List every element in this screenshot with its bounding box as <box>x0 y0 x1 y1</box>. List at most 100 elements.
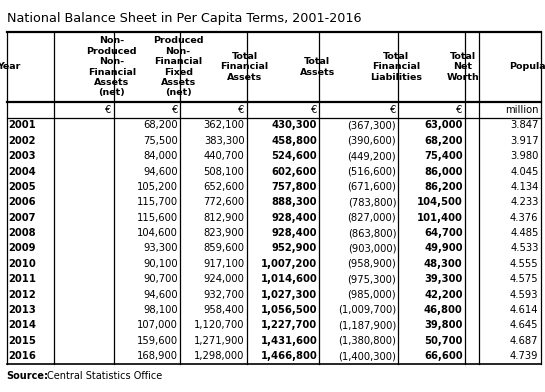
Text: 823,900: 823,900 <box>204 228 245 238</box>
Text: 4.593: 4.593 <box>510 290 538 299</box>
Text: 66,600: 66,600 <box>424 351 463 361</box>
Text: 90,700: 90,700 <box>143 274 178 284</box>
Text: 2002: 2002 <box>9 136 36 146</box>
Text: €: € <box>105 105 112 115</box>
Text: Population: Population <box>510 62 545 71</box>
Text: (827,000): (827,000) <box>348 213 396 223</box>
Text: 2008: 2008 <box>9 228 37 238</box>
Text: 1,027,300: 1,027,300 <box>261 290 317 299</box>
Text: 757,800: 757,800 <box>272 182 317 192</box>
Text: 107,000: 107,000 <box>137 320 178 330</box>
Text: Central Statistics Office: Central Statistics Office <box>47 371 162 381</box>
Text: Total
Financial
Liabilities: Total Financial Liabilities <box>370 52 422 82</box>
Text: 602,600: 602,600 <box>272 167 317 176</box>
Text: 652,600: 652,600 <box>203 182 245 192</box>
Text: 2001: 2001 <box>9 120 37 131</box>
Text: 440,700: 440,700 <box>204 151 245 161</box>
Text: (1,380,800): (1,380,800) <box>338 336 396 346</box>
Text: (863,800): (863,800) <box>348 228 396 238</box>
Text: 4.533: 4.533 <box>510 243 538 254</box>
Text: 86,000: 86,000 <box>424 167 463 176</box>
Text: 2012: 2012 <box>9 290 37 299</box>
Text: 2004: 2004 <box>9 167 37 176</box>
Text: 98,100: 98,100 <box>143 305 178 315</box>
Text: 1,466,800: 1,466,800 <box>261 351 317 361</box>
Text: 86,200: 86,200 <box>424 182 463 192</box>
Text: Source:: Source: <box>7 371 49 381</box>
Text: (903,000): (903,000) <box>348 243 396 254</box>
Text: 888,300: 888,300 <box>272 197 317 207</box>
Text: 772,600: 772,600 <box>203 197 245 207</box>
Text: €: € <box>172 105 178 115</box>
Text: million: million <box>505 105 538 115</box>
Text: €: € <box>390 105 396 115</box>
Text: 928,400: 928,400 <box>272 228 317 238</box>
Text: 115,600: 115,600 <box>137 213 178 223</box>
Text: 94,600: 94,600 <box>143 290 178 299</box>
Text: (985,000): (985,000) <box>348 290 396 299</box>
Text: 68,200: 68,200 <box>143 120 178 131</box>
Text: 39,800: 39,800 <box>424 320 463 330</box>
Text: 3.980: 3.980 <box>510 151 538 161</box>
Text: 4.134: 4.134 <box>510 182 538 192</box>
Text: 49,900: 49,900 <box>424 243 463 254</box>
Text: 508,100: 508,100 <box>204 167 245 176</box>
Text: 50,700: 50,700 <box>424 336 463 346</box>
Text: 1,007,200: 1,007,200 <box>261 259 317 269</box>
Text: 75,400: 75,400 <box>424 151 463 161</box>
Text: (390,600): (390,600) <box>348 136 396 146</box>
Text: 2003: 2003 <box>9 151 36 161</box>
Text: 84,000: 84,000 <box>144 151 178 161</box>
Text: 924,000: 924,000 <box>204 274 245 284</box>
Text: 4.376: 4.376 <box>510 213 538 223</box>
Text: 1,431,600: 1,431,600 <box>261 336 317 346</box>
Text: 159,600: 159,600 <box>137 336 178 346</box>
Text: 928,400: 928,400 <box>272 213 317 223</box>
Text: 75,500: 75,500 <box>143 136 178 146</box>
Text: 104,600: 104,600 <box>137 228 178 238</box>
Text: 3.847: 3.847 <box>510 120 538 131</box>
Text: 2005: 2005 <box>9 182 37 192</box>
Text: Total
Assets: Total Assets <box>300 57 335 77</box>
Text: 4.645: 4.645 <box>510 320 538 330</box>
Text: €: € <box>311 105 317 115</box>
Text: 46,800: 46,800 <box>424 305 463 315</box>
Text: 1,014,600: 1,014,600 <box>261 274 317 284</box>
Text: 4.045: 4.045 <box>510 167 538 176</box>
Text: 859,600: 859,600 <box>203 243 245 254</box>
Text: 2015: 2015 <box>9 336 37 346</box>
Text: 2013: 2013 <box>9 305 37 315</box>
Text: 4.687: 4.687 <box>510 336 538 346</box>
Text: Produced
Non-
Financial
Fixed
Assets
(net): Produced Non- Financial Fixed Assets (ne… <box>153 36 203 98</box>
Text: 917,100: 917,100 <box>203 259 245 269</box>
Text: Total
Net
Worth: Total Net Worth <box>446 52 479 82</box>
Text: 48,300: 48,300 <box>424 259 463 269</box>
Text: €: € <box>456 105 463 115</box>
Text: 115,700: 115,700 <box>137 197 178 207</box>
Text: 2009: 2009 <box>9 243 36 254</box>
Text: 430,300: 430,300 <box>272 120 317 131</box>
Text: 2010: 2010 <box>9 259 37 269</box>
Text: (449,200): (449,200) <box>348 151 396 161</box>
Text: 4.739: 4.739 <box>510 351 538 361</box>
Text: 2011: 2011 <box>9 274 37 284</box>
Text: 952,900: 952,900 <box>272 243 317 254</box>
Text: (958,900): (958,900) <box>348 259 396 269</box>
Text: (671,600): (671,600) <box>347 182 396 192</box>
Text: 93,300: 93,300 <box>144 243 178 254</box>
Text: (1,009,700): (1,009,700) <box>338 305 396 315</box>
Text: 104,500: 104,500 <box>417 197 463 207</box>
Text: Total
Financial
Assets: Total Financial Assets <box>221 52 269 82</box>
Text: 1,056,500: 1,056,500 <box>261 305 317 315</box>
Text: (1,187,900): (1,187,900) <box>338 320 396 330</box>
Text: 383,300: 383,300 <box>204 136 245 146</box>
Text: 42,200: 42,200 <box>424 290 463 299</box>
Text: Non-
Produced
Non-
Financial
Assets
(net): Non- Produced Non- Financial Assets (net… <box>87 36 137 98</box>
Text: €: € <box>238 105 245 115</box>
Text: 1,271,900: 1,271,900 <box>194 336 245 346</box>
Text: 4.614: 4.614 <box>510 305 538 315</box>
Text: 101,400: 101,400 <box>417 213 463 223</box>
Text: 105,200: 105,200 <box>137 182 178 192</box>
Text: 1,120,700: 1,120,700 <box>194 320 245 330</box>
Text: 932,700: 932,700 <box>203 290 245 299</box>
